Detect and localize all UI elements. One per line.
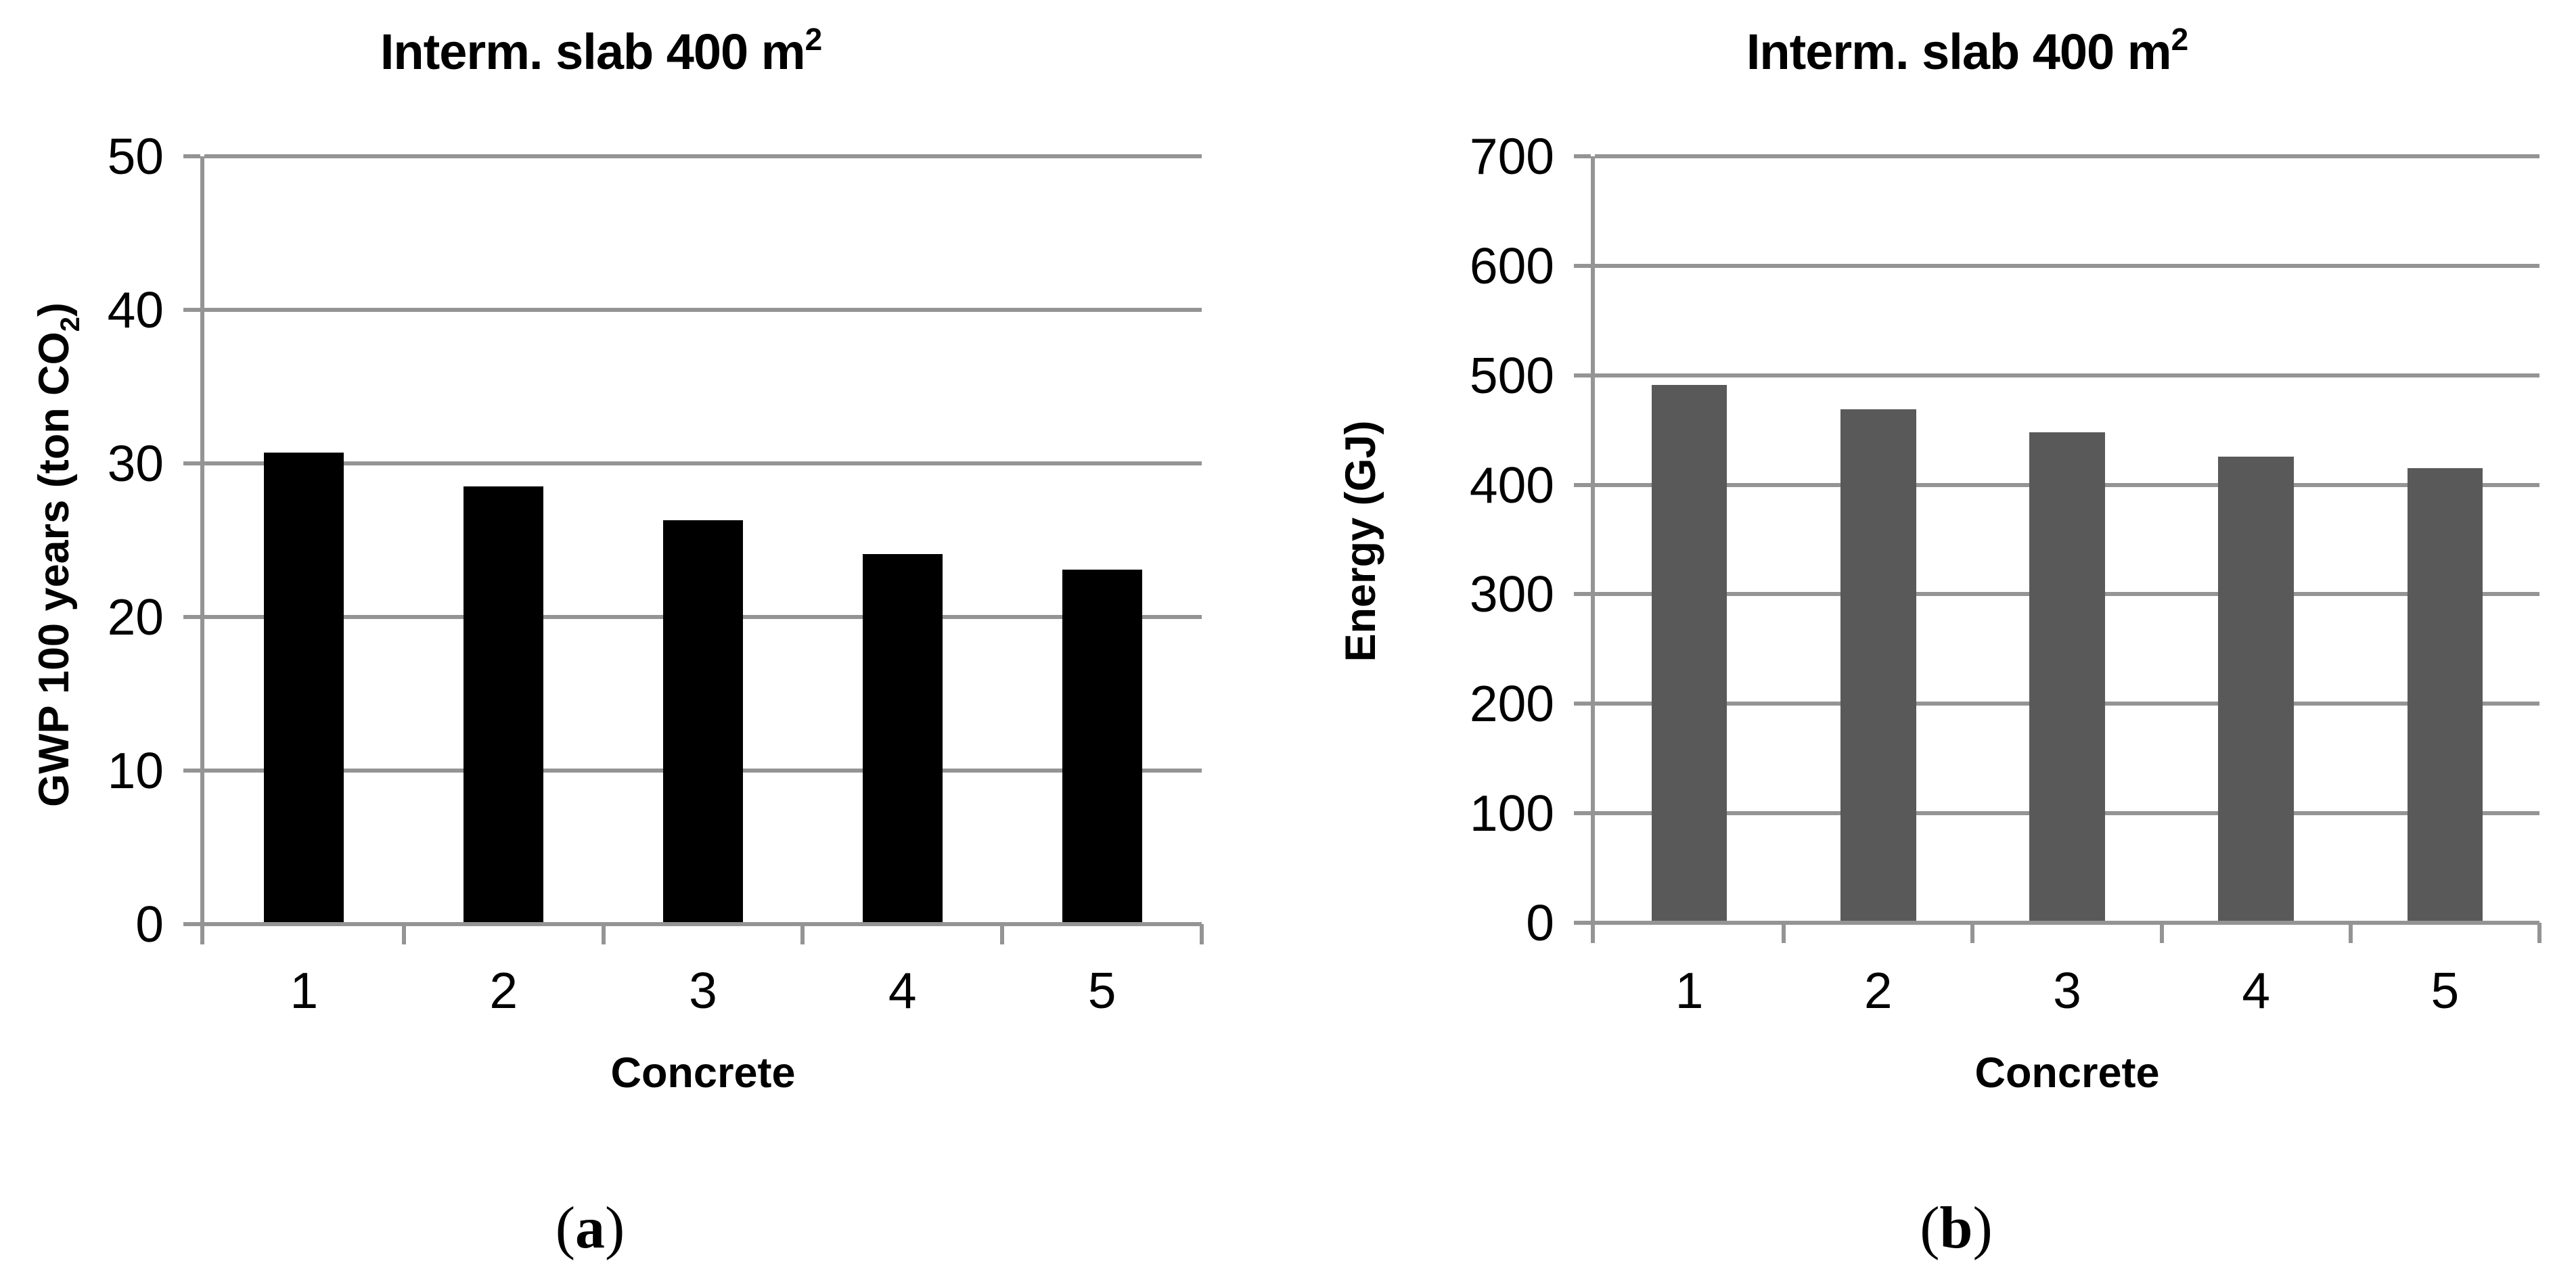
y-axis-tick bbox=[183, 615, 200, 619]
x-tick-label: 4 bbox=[888, 962, 917, 1019]
x-tick-label: 4 bbox=[2242, 962, 2271, 1019]
subfigure-label-letter: b bbox=[1939, 1195, 1973, 1261]
x-tick-label: 2 bbox=[1863, 962, 1893, 1019]
x-tick-label: 5 bbox=[1087, 962, 1116, 1019]
y-axis-tick bbox=[1574, 702, 1591, 706]
x-tick-label: 5 bbox=[2431, 962, 2460, 1019]
x-axis-tick bbox=[1970, 923, 1975, 943]
chart-title: Interm. slab 400 m2 bbox=[1358, 22, 2576, 89]
bar bbox=[862, 553, 943, 924]
y-axis-title-text: GWP 100 years (ton CO bbox=[30, 331, 78, 807]
chart-title-text: Interm. slab 400 m bbox=[380, 24, 806, 80]
gridline bbox=[1595, 373, 2539, 377]
x-axis-tick bbox=[2159, 923, 2164, 943]
x-tick-label: 3 bbox=[689, 962, 717, 1019]
y-axis-tick bbox=[183, 922, 200, 926]
subfigure-label-close-paren: ) bbox=[605, 1195, 625, 1261]
bar bbox=[464, 486, 544, 924]
x-tick-label: 1 bbox=[290, 962, 319, 1019]
subfigure-label-close-paren: ) bbox=[1972, 1195, 1993, 1261]
y-axis-tick bbox=[183, 769, 200, 773]
gridline bbox=[204, 154, 1202, 158]
bar bbox=[663, 520, 743, 924]
chart-title: Interm. slab 400 m2 bbox=[0, 22, 1202, 89]
y-axis-tick bbox=[183, 154, 200, 158]
y-axis-tick bbox=[183, 461, 200, 465]
gridline bbox=[204, 922, 1202, 926]
subfigure-label-open-paren: ( bbox=[555, 1195, 575, 1261]
bar bbox=[2029, 432, 2105, 923]
y-tick-label: 40 bbox=[107, 281, 164, 338]
bar bbox=[2218, 456, 2295, 923]
x-axis-tick bbox=[1782, 923, 1786, 943]
bar bbox=[264, 453, 344, 924]
x-axis-tick bbox=[800, 924, 805, 944]
y-axis-tick bbox=[1574, 373, 1591, 377]
chart-panel-a: Interm. slab 400 m2 GWP 100 years (ton C… bbox=[0, 22, 1204, 1262]
gridline bbox=[1595, 263, 2539, 268]
y-axis-tick bbox=[1574, 263, 1591, 268]
gridline bbox=[204, 461, 1202, 465]
bar bbox=[2407, 468, 2483, 923]
subfigure-label-letter: a bbox=[575, 1195, 605, 1261]
y-axis-tick bbox=[1574, 921, 1591, 925]
y-axis-line bbox=[200, 156, 204, 944]
y-tick-label: 30 bbox=[107, 435, 164, 492]
y-axis-tick bbox=[183, 308, 200, 312]
chart-title-text: Interm. slab 400 m bbox=[1746, 24, 2172, 80]
gridline bbox=[204, 308, 1202, 312]
bar bbox=[1840, 409, 1916, 923]
y-tick-label: 500 bbox=[1469, 346, 1554, 404]
y-tick-label: 10 bbox=[107, 742, 164, 799]
x-axis-tick bbox=[1200, 924, 1204, 944]
bar bbox=[1651, 385, 1727, 923]
plot-area bbox=[183, 154, 1204, 944]
x-tick-label: 1 bbox=[1675, 962, 1704, 1019]
chart-title-superscript: 2 bbox=[805, 22, 823, 57]
y-tick-label: 300 bbox=[1469, 566, 1554, 623]
y-tick-label: 0 bbox=[1526, 894, 1554, 951]
x-axis-tick bbox=[601, 924, 606, 944]
y-axis-title: GWP 100 years (ton CO2) bbox=[30, 302, 85, 807]
y-tick-label: 200 bbox=[1469, 675, 1554, 733]
x-axis-tick bbox=[2537, 923, 2541, 943]
y-tick-label: 700 bbox=[1469, 128, 1554, 185]
x-tick-label: 3 bbox=[2053, 962, 2081, 1019]
x-axis-tick bbox=[401, 924, 406, 944]
y-tick-label: 600 bbox=[1469, 237, 1554, 294]
y-tick-label: 100 bbox=[1469, 785, 1554, 842]
subfigure-label-a: (a) bbox=[455, 1195, 725, 1262]
plot-area bbox=[1574, 154, 2541, 943]
y-tick-label: 20 bbox=[107, 589, 164, 645]
y-tick-label: 50 bbox=[107, 128, 164, 185]
x-axis-tick bbox=[1000, 924, 1005, 944]
x-tick-label: 2 bbox=[489, 962, 518, 1019]
subfigure-label-open-paren: ( bbox=[1920, 1195, 1940, 1261]
y-tick-label: 400 bbox=[1469, 456, 1554, 513]
y-axis-tick bbox=[1574, 592, 1591, 597]
gridline bbox=[1595, 154, 2539, 158]
y-tick-label: 0 bbox=[135, 896, 164, 953]
y-axis-tick bbox=[1574, 154, 1591, 158]
y-axis-tick bbox=[1574, 482, 1591, 487]
chart-panel-b: Interm. slab 400 m2 Energy (GJ) Concrete… bbox=[1288, 0, 2575, 1282]
subfigure-label-b: (b) bbox=[1821, 1195, 2092, 1262]
x-axis-tick bbox=[2348, 923, 2353, 943]
y-axis-line bbox=[1591, 156, 1595, 943]
x-axis-title: Concrete bbox=[610, 1049, 796, 1097]
y-axis-tick bbox=[1574, 811, 1591, 816]
chart-title-superscript: 2 bbox=[2171, 22, 2189, 57]
bar bbox=[1062, 569, 1142, 924]
x-axis-title: Concrete bbox=[1974, 1049, 2160, 1097]
gridline bbox=[1595, 921, 2539, 925]
